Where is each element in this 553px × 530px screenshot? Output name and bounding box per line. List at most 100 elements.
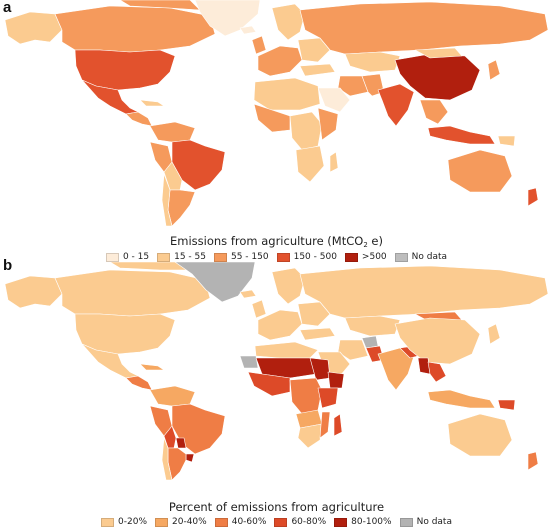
legend-label: No data [416, 517, 452, 527]
region-uk [251, 299, 267, 319]
legend-item: 150 - 500 [276, 252, 337, 262]
legend-label: 55 - 150 [230, 252, 269, 262]
legend-item: No data [394, 252, 448, 262]
region-alaska [4, 11, 63, 45]
region-greenland [174, 262, 256, 303]
region-iceland [239, 289, 257, 299]
legend-label: No data [411, 252, 448, 262]
region-kazakhstan [344, 315, 401, 337]
region-indonesia [427, 125, 496, 145]
legend-swatch [157, 252, 171, 262]
region-cuba [139, 99, 165, 107]
legend-label: 0 - 15 [122, 252, 150, 262]
region-canada-north [119, 0, 201, 11]
legend-swatch [155, 517, 168, 527]
legend-swatch [334, 517, 348, 527]
region-mozambique [319, 411, 331, 439]
region-uruguay [185, 453, 195, 463]
region-chile [161, 173, 173, 227]
legend-swatch [394, 252, 408, 262]
region-east-africa [317, 107, 339, 141]
region-western-europe [257, 45, 303, 77]
legend-item: 0-20% [101, 517, 147, 527]
region-central-america [125, 111, 153, 127]
legend-item: 60-80% [274, 517, 326, 527]
legend-item: 20-40% [155, 517, 207, 527]
region-sudan [309, 357, 331, 381]
region-iran [337, 339, 369, 361]
legend-swatch [274, 517, 288, 527]
legend-swatch [276, 252, 290, 262]
region-west-africa [247, 371, 291, 397]
panel-b-letter: b [3, 257, 13, 274]
legend-item: 55 - 150 [213, 252, 269, 262]
region-saudi [317, 87, 351, 113]
region-southeast-asia [419, 99, 449, 125]
region-west-africa [253, 103, 291, 133]
legend-label: 80-100% [351, 517, 392, 527]
region-russia [299, 265, 549, 319]
legend-label: 40-60% [231, 517, 267, 527]
region-scandinavia [271, 3, 306, 41]
region-greenland [194, 0, 261, 37]
region-new-zealand [527, 187, 539, 207]
region-cuba [139, 363, 165, 371]
region-southern-africa [295, 145, 325, 183]
region-eastern-europe [297, 37, 331, 63]
legend-label: 150 - 500 [293, 252, 337, 262]
legend-swatch [101, 517, 115, 527]
region-central-africa [289, 111, 323, 151]
region-mongolia [414, 47, 463, 59]
region-madagascar [329, 151, 339, 173]
region-mauritania [239, 355, 259, 369]
region-kazakhstan [344, 51, 401, 73]
region-southern-africa [297, 423, 323, 449]
region-colombia-venezuela [149, 385, 196, 407]
region-paraguay [175, 437, 187, 449]
region-uk [251, 35, 267, 55]
region-indonesia [427, 389, 496, 409]
region-madagascar [333, 413, 343, 437]
region-china [394, 317, 481, 365]
region-brazil [171, 403, 226, 455]
region-east-africa [317, 387, 339, 409]
legend-emissions: 0 - 15 15 - 55 55 - 150 150 - 500 >500 N… [0, 252, 553, 262]
region-iran [337, 75, 369, 97]
region-japan [487, 323, 501, 345]
map-emissions-agriculture [4, 0, 549, 227]
region-australia [447, 149, 513, 193]
legend-label: 20-40% [172, 517, 207, 527]
region-turkey [299, 327, 336, 341]
region-central-africa [289, 377, 323, 415]
region-japan [487, 59, 501, 81]
legend-item: 40-60% [214, 517, 267, 527]
region-iceland [239, 25, 257, 35]
region-turkey [299, 63, 336, 77]
region-colombia-venezuela [149, 121, 196, 143]
region-india [377, 83, 415, 127]
legend-label: 60-80% [291, 517, 327, 527]
region-north-africa [253, 77, 321, 111]
region-new-zealand [527, 451, 539, 471]
legend-title-percent: Percent of emissions from agriculture [168, 500, 385, 514]
region-australia [447, 413, 513, 457]
legend-label: 15 - 55 [174, 252, 206, 262]
region-papua [497, 135, 516, 147]
region-scandinavia [271, 267, 306, 305]
legend-swatch [344, 252, 358, 262]
panel-a-letter: a [3, 0, 12, 16]
region-central-america [125, 375, 153, 391]
legend-swatch [213, 252, 227, 262]
region-papua [497, 399, 516, 411]
region-ethiopia [327, 371, 345, 389]
legend-label: 0-20% [118, 517, 147, 527]
region-mexico [81, 79, 139, 115]
legend-label: >500 [361, 252, 387, 262]
region-alaska [4, 275, 63, 309]
legend-swatch [399, 517, 413, 527]
legend-item: 0 - 15 [105, 252, 150, 262]
region-mexico [81, 343, 139, 379]
region-eastern-europe [297, 301, 331, 327]
legend-swatch [105, 252, 119, 262]
region-chile [161, 437, 173, 481]
